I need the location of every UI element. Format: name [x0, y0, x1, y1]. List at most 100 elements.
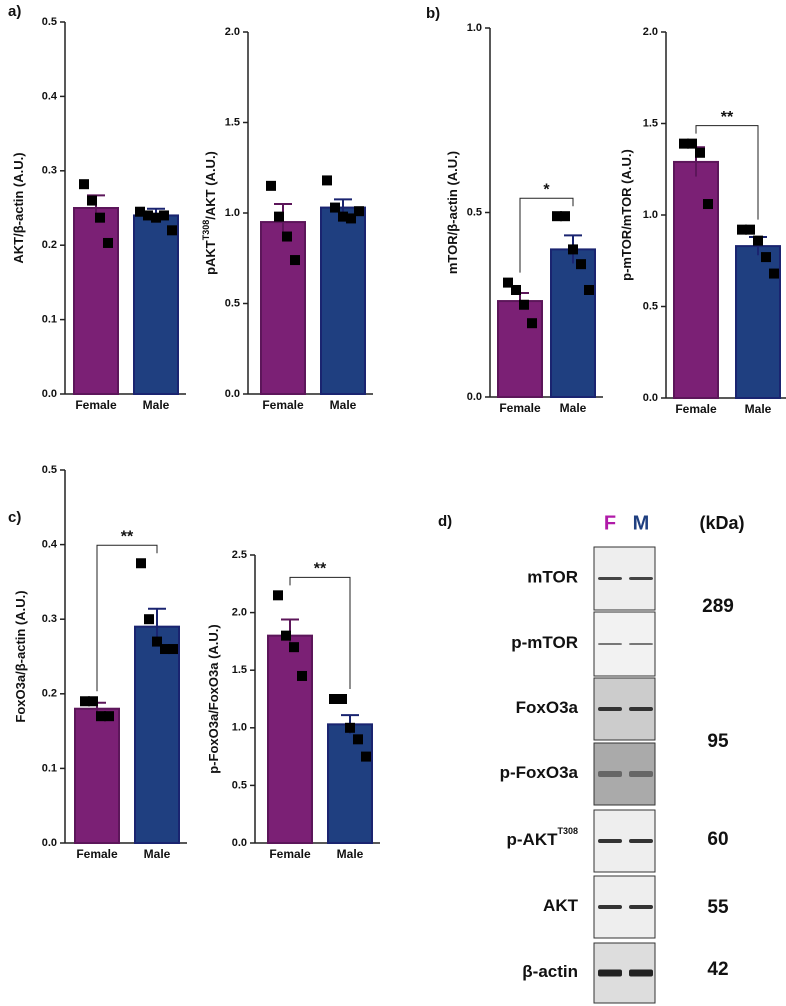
- y-axis-label: FoxO3a/β-actin (A.U.): [13, 590, 28, 722]
- y-tick-label: 0.0: [225, 388, 240, 400]
- y-tick-label: 2.5: [232, 549, 247, 561]
- data-point: [769, 268, 779, 279]
- y-tick-label: 1.0: [467, 22, 482, 34]
- y-tick-label: 0.5: [225, 297, 240, 309]
- data-point: [337, 694, 347, 704]
- lane-label: F: [604, 512, 616, 534]
- y-tick-label: 2.0: [225, 26, 240, 38]
- data-point: [136, 558, 146, 569]
- y-axis-label: p-FoxO3a/FoxO3a (A.U.): [206, 624, 221, 774]
- y-tick-label: 1.5: [225, 116, 240, 128]
- panel-label: d): [438, 513, 452, 530]
- significance-label: **: [721, 109, 734, 126]
- data-point: [576, 259, 586, 270]
- y-axis-label-text: FoxO3a/β-actin (A.U.): [13, 590, 28, 722]
- data-point: [297, 670, 307, 681]
- blot-row-label-text: β-actin: [522, 962, 578, 981]
- blot-row-label: FoxO3a: [516, 698, 579, 717]
- data-point: [80, 696, 90, 707]
- panel-label: a): [8, 3, 21, 20]
- data-point: [346, 213, 356, 224]
- y-tick-label: 1.0: [225, 207, 240, 219]
- data-point: [266, 180, 276, 191]
- blot-band: [629, 771, 653, 777]
- bar: [320, 206, 366, 395]
- data-point: [753, 235, 763, 246]
- data-point: [338, 211, 348, 222]
- y-tick-label: 0.5: [42, 16, 57, 28]
- blot-row-label-text: p-AKT: [507, 830, 559, 849]
- data-point: [687, 138, 697, 149]
- data-point: [703, 199, 713, 210]
- data-point: [152, 636, 162, 647]
- bar: [497, 300, 543, 398]
- blot-row-label: p-AKTT308: [507, 826, 579, 849]
- x-tick-label: Female: [262, 398, 304, 412]
- blot-row-label: p-FoxO3a: [500, 763, 579, 782]
- data-point: [584, 284, 594, 295]
- data-point: [273, 590, 283, 601]
- lane-label: M: [633, 512, 650, 534]
- bar: [550, 248, 596, 398]
- y-tick-label: 0.1: [42, 314, 57, 326]
- bar: [260, 221, 306, 395]
- data-point: [281, 630, 291, 641]
- x-tick-label: Female: [76, 847, 118, 861]
- y-axis-label: p-mTOR/mTOR (A.U.): [619, 149, 634, 281]
- data-point: [761, 252, 771, 263]
- significance-label: *: [543, 181, 550, 198]
- panel-label: c): [8, 509, 21, 526]
- y-tick-label: 0.3: [42, 165, 57, 177]
- blot-band: [598, 771, 622, 777]
- y-tick-label: 0.2: [42, 239, 57, 251]
- blot-row-label-text: p-FoxO3a: [500, 763, 579, 782]
- bar: [74, 707, 120, 844]
- data-point: [353, 734, 363, 745]
- bar: [327, 723, 373, 844]
- y-axis-label-text: mTOR/β-actin (A.U.): [445, 151, 460, 274]
- y-tick-label: 2.0: [232, 607, 247, 619]
- data-point: [568, 244, 578, 255]
- blot-band: [629, 839, 653, 843]
- data-point: [290, 255, 300, 266]
- unit-label: (kDa): [699, 513, 744, 533]
- bar: [267, 634, 313, 845]
- y-tick-label: 0.0: [42, 388, 57, 400]
- y-tick-label: 0.1: [42, 762, 57, 774]
- blot-band: [629, 577, 653, 580]
- panel-label: b): [426, 5, 440, 22]
- data-point: [96, 711, 106, 722]
- data-point: [695, 147, 705, 158]
- y-axis-label-text: AKT/β-actin (A.U.): [11, 152, 26, 263]
- x-tick-label: Female: [499, 401, 541, 415]
- molecular-weight: 55: [707, 897, 729, 918]
- x-tick-label: Male: [144, 847, 171, 861]
- x-tick-label: Female: [675, 402, 717, 416]
- data-point: [151, 212, 161, 223]
- y-tick-label: 0.5: [643, 300, 658, 312]
- blot-band: [598, 643, 622, 645]
- y-axis-label-text: p-mTOR/mTOR (A.U.): [619, 149, 634, 281]
- data-point: [144, 614, 154, 625]
- significance-bracket: [289, 576, 351, 689]
- data-point: [745, 224, 755, 235]
- y-axis-label: mTOR/β-actin (A.U.): [445, 151, 460, 274]
- y-tick-label: 0.5: [42, 464, 57, 476]
- data-point: [282, 231, 292, 242]
- data-point: [322, 175, 332, 186]
- y-tick-label: 0.5: [232, 779, 247, 791]
- blot-band: [598, 905, 622, 909]
- data-point: [361, 751, 371, 762]
- y-tick-label: 1.5: [643, 117, 658, 129]
- molecular-weight: 42: [707, 959, 728, 980]
- molecular-weight: 289: [702, 596, 734, 617]
- bar: [134, 625, 180, 844]
- y-tick-label: 0.5: [467, 206, 482, 218]
- bar: [133, 214, 179, 395]
- data-point: [95, 212, 105, 223]
- significance-bracket: [96, 544, 158, 692]
- y-tick-label: 0.4: [42, 539, 58, 551]
- data-point: [143, 210, 153, 221]
- y-tick-label: 1.0: [643, 209, 658, 221]
